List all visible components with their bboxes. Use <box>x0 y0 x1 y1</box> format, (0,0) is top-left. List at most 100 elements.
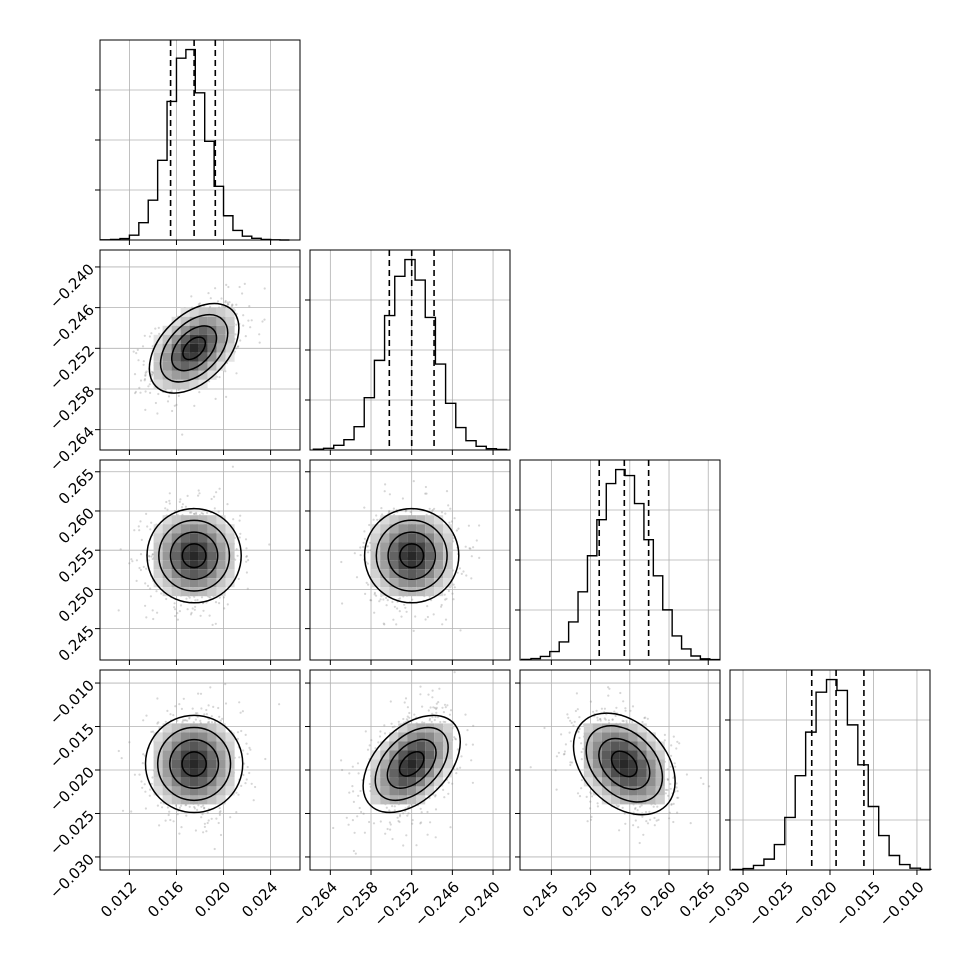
sample-point <box>243 762 246 765</box>
density-cell <box>646 777 656 787</box>
density-cell <box>207 750 217 760</box>
sample-point <box>367 545 370 548</box>
density-cell <box>189 307 199 317</box>
density-cell <box>207 759 217 769</box>
sample-point <box>366 562 369 565</box>
density-cell <box>189 334 199 344</box>
sample-point <box>217 706 220 710</box>
density-cell <box>434 723 444 733</box>
contour-1-0-0 <box>182 336 207 361</box>
xtick-label-1-4: −0.240 <box>452 878 504 930</box>
sample-point <box>136 348 139 351</box>
sample-point <box>426 810 429 814</box>
ytick-label-3-4: −0.010 <box>46 676 98 728</box>
density-cell <box>610 723 620 733</box>
sample-point <box>427 709 430 712</box>
sample-point <box>419 822 422 825</box>
sample-point <box>138 773 141 776</box>
sample-point <box>352 800 355 804</box>
sample-point <box>621 719 624 723</box>
sample-point <box>145 714 148 717</box>
contour-2-0-1 <box>169 531 219 581</box>
sample-point <box>625 721 628 724</box>
density-cell <box>592 759 602 769</box>
density-cell <box>216 533 226 543</box>
sample-point <box>196 712 199 715</box>
sample-point <box>173 404 176 407</box>
density-cell <box>601 759 611 769</box>
sample-point <box>379 820 382 823</box>
sample-point <box>207 819 210 822</box>
sample-point <box>563 750 567 753</box>
sample-point <box>188 716 191 719</box>
density-cell <box>425 786 435 796</box>
density-cell <box>592 777 602 787</box>
sample-point <box>180 506 184 509</box>
sample-point <box>445 597 448 600</box>
density-cell <box>398 533 408 543</box>
ytick-label-2-2: 0.255 <box>55 543 98 586</box>
sample-point <box>224 301 227 304</box>
sample-point <box>150 521 153 524</box>
sample-point <box>225 395 228 398</box>
density-cell <box>371 759 381 769</box>
sample-point <box>676 740 679 743</box>
density-cell <box>619 777 629 787</box>
density-cell <box>207 551 217 561</box>
density-cell <box>180 352 190 362</box>
density-cell <box>425 777 435 787</box>
sample-point <box>219 719 222 722</box>
density-cell <box>583 777 593 787</box>
density-cell <box>153 370 163 380</box>
sample-point <box>158 332 161 335</box>
sample-point <box>208 614 211 617</box>
sample-point <box>404 509 407 512</box>
sample-point <box>434 715 437 719</box>
density-cell <box>407 768 417 778</box>
density-cell <box>380 768 390 778</box>
sample-point <box>397 598 400 601</box>
density-cell <box>610 786 620 796</box>
sample-point <box>144 373 147 376</box>
sample-point <box>453 671 456 674</box>
sample-point <box>447 792 450 795</box>
sample-point <box>599 719 602 722</box>
sample-point <box>197 494 200 497</box>
sample-point <box>148 794 151 797</box>
density-cell <box>207 777 217 787</box>
density-cell <box>180 587 190 597</box>
sample-point <box>391 805 394 808</box>
density-cell <box>389 560 399 570</box>
density-cell <box>583 732 593 742</box>
density-cell <box>434 551 444 561</box>
xtick-label-3-3: −0.015 <box>832 878 884 930</box>
density-cell <box>637 732 647 742</box>
sample-point <box>202 831 205 834</box>
sample-point <box>676 790 679 793</box>
sample-point <box>604 718 607 721</box>
sample-point <box>139 391 142 394</box>
density-cell <box>407 795 417 805</box>
sample-point <box>431 509 434 512</box>
panel-3-1: −0.264−0.258−0.252−0.246−0.240 <box>289 669 511 930</box>
density-cell <box>153 569 163 579</box>
sample-point <box>578 716 581 719</box>
density-cell <box>398 759 408 769</box>
sample-point <box>432 706 435 709</box>
density-cell <box>380 786 390 796</box>
sample-point <box>169 818 172 822</box>
sample-point <box>589 791 592 794</box>
sample-point <box>193 512 196 515</box>
density-cell <box>628 759 638 769</box>
density-cell <box>153 741 163 751</box>
sample-point <box>379 730 382 733</box>
sample-point <box>157 452 159 454</box>
panel-3-3: −0.030−0.025−0.020−0.015−0.010 <box>702 669 932 930</box>
density-cell <box>398 551 408 561</box>
sample-point <box>236 731 240 734</box>
sample-point <box>151 730 155 733</box>
sample-point <box>590 795 594 798</box>
sample-point <box>368 744 371 747</box>
sample-point <box>144 390 147 393</box>
